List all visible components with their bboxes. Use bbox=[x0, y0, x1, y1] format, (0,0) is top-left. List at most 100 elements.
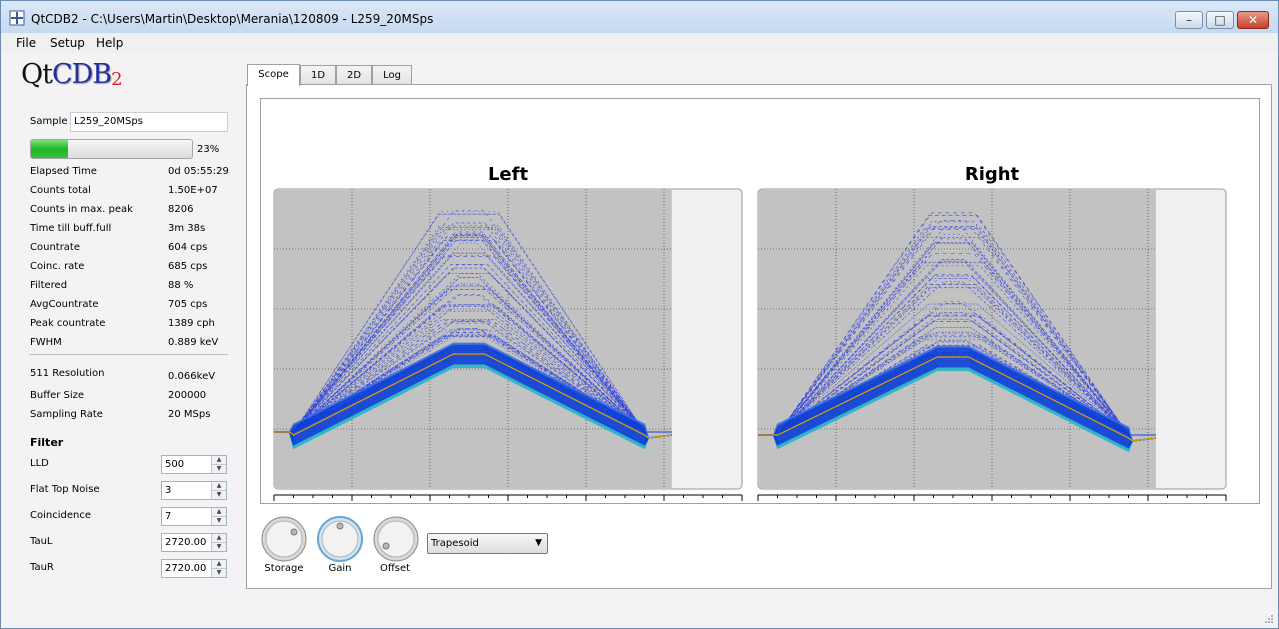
waveform-main-trace bbox=[758, 356, 1156, 442]
stat-value: 705 cps bbox=[168, 299, 208, 310]
spin-up-icon[interactable]: ▲ bbox=[212, 508, 226, 517]
setting-value: 20 MSps bbox=[168, 409, 211, 420]
waveform-trace bbox=[274, 264, 672, 433]
progress-fill bbox=[31, 140, 69, 158]
tab-log[interactable]: Log bbox=[372, 65, 412, 85]
waveform-select-value: Trapesoid bbox=[431, 538, 479, 549]
title-bar[interactable]: QtCDB2 - C:\Users\Martin\Desktop\Merania… bbox=[1, 1, 1278, 34]
window-title: QtCDB2 - C:\Users\Martin\Desktop\Merania… bbox=[31, 12, 434, 26]
stat-value: 88 % bbox=[168, 280, 194, 291]
setting-label: 511 Resolution bbox=[30, 368, 105, 379]
taul-spinbox[interactable]: 2720.00 ▲ ▼ bbox=[161, 533, 227, 552]
spinbox-value: 7 bbox=[165, 511, 172, 522]
spin-down-icon[interactable]: ▼ bbox=[212, 569, 226, 577]
stat-value: 685 cps bbox=[168, 261, 208, 272]
setting-label: Buffer Size bbox=[30, 390, 85, 401]
waveform-trace bbox=[758, 327, 1156, 436]
waveform-trace bbox=[274, 273, 672, 433]
chart-title: Left bbox=[488, 164, 529, 185]
menu-file[interactable]: File bbox=[16, 36, 37, 50]
stat-label: AvgCountrate bbox=[30, 299, 99, 310]
gain-dial-label: Gain bbox=[328, 563, 352, 574]
stat-value: 604 cps bbox=[168, 242, 208, 253]
minimize-button[interactable]: – bbox=[1175, 11, 1203, 29]
waveform-trace bbox=[758, 345, 1156, 442]
tab-2d[interactable]: 2D bbox=[336, 65, 372, 85]
stat-label: Elapsed Time bbox=[30, 166, 97, 177]
storage-dial[interactable] bbox=[260, 515, 308, 563]
waveform-trace bbox=[758, 334, 1156, 436]
spin-down-icon[interactable]: ▼ bbox=[212, 465, 226, 473]
maximize-icon: □ bbox=[1214, 13, 1226, 27]
waveform-trace bbox=[758, 321, 1156, 436]
resize-grip-icon[interactable] bbox=[1264, 614, 1274, 624]
stat-value: 1.50E+07 bbox=[168, 185, 218, 196]
offset-dial[interactable] bbox=[372, 515, 420, 563]
spin-down-icon[interactable]: ▼ bbox=[212, 491, 226, 499]
menu-bar: File Setup Help bbox=[1, 33, 1278, 53]
acquisition-progress-bar bbox=[30, 139, 193, 159]
flat-top-noise-spinbox[interactable]: 3 ▲ ▼ bbox=[161, 481, 227, 500]
waveform-trace bbox=[274, 342, 672, 439]
coincidence-spinbox[interactable]: 7 ▲ ▼ bbox=[161, 507, 227, 526]
stat-label: Countrate bbox=[30, 242, 81, 253]
plot-right: Right024681012Time [uS] bbox=[757, 164, 1227, 501]
stat-label: Counts total bbox=[30, 185, 91, 196]
spin-down-icon[interactable]: ▼ bbox=[212, 543, 226, 551]
app-icon bbox=[9, 10, 25, 26]
filter-label: LLD bbox=[30, 458, 49, 469]
menu-setup[interactable]: Setup bbox=[50, 36, 85, 50]
sample-label: Sample bbox=[30, 116, 68, 127]
sample-input[interactable]: L259_20MSps bbox=[70, 112, 228, 132]
spin-up-icon[interactable]: ▲ bbox=[212, 560, 226, 569]
stat-label: Coinc. rate bbox=[30, 261, 85, 272]
stat-label: Filtered bbox=[30, 280, 68, 291]
setting-value: 200000 bbox=[168, 390, 207, 401]
waveform-select[interactable]: Trapesoid ▼ bbox=[427, 533, 548, 554]
spin-up-icon[interactable]: ▲ bbox=[212, 456, 226, 465]
progress-percent: 23% bbox=[197, 144, 220, 155]
spin-up-icon[interactable]: ▲ bbox=[212, 534, 226, 543]
waveform-trace bbox=[274, 329, 672, 433]
menu-help[interactable]: Help bbox=[96, 36, 124, 50]
waveform-trace bbox=[274, 323, 672, 433]
taur-spinbox[interactable]: 2720.00 ▲ ▼ bbox=[161, 559, 227, 578]
waveform-main-trace bbox=[274, 353, 672, 439]
stat-label: Time till buff.full bbox=[30, 223, 112, 234]
stat-value: 8206 bbox=[168, 204, 194, 215]
stat-value: 3m 38s bbox=[168, 223, 206, 234]
offset-dial-label: Offset bbox=[379, 563, 411, 574]
lld-spinbox[interactable]: 500 ▲ ▼ bbox=[161, 455, 227, 474]
waveform-trace bbox=[274, 306, 672, 433]
data-region bbox=[275, 190, 672, 488]
stat-value: 0d 05:55:29 bbox=[168, 166, 229, 177]
filter-label: TauL bbox=[30, 536, 53, 547]
close-icon: ✕ bbox=[1247, 13, 1259, 27]
close-button[interactable]: ✕ bbox=[1237, 11, 1269, 29]
tab-scope[interactable]: Scope bbox=[247, 64, 300, 86]
spin-up-icon[interactable]: ▲ bbox=[212, 482, 226, 491]
chart-title: Right bbox=[965, 164, 1020, 185]
filter-heading: Filter bbox=[30, 436, 64, 449]
setting-value: 0.066keV bbox=[168, 371, 216, 382]
data-region bbox=[759, 190, 1156, 488]
filter-label: Flat Top Noise bbox=[30, 484, 100, 495]
spinbox-value: 500 bbox=[165, 459, 185, 470]
waveform-trace bbox=[758, 339, 1156, 436]
spinbox-value: 2720.00 bbox=[165, 563, 207, 574]
gain-dial[interactable] bbox=[316, 515, 364, 563]
spinbox-value: 3 bbox=[165, 485, 172, 496]
filter-label: TauR bbox=[30, 562, 54, 573]
scope-plots: Left024681012Time [uS]Right024681012Time… bbox=[273, 164, 1227, 501]
tab-1d[interactable]: 1D bbox=[300, 65, 336, 85]
minimize-icon: – bbox=[1186, 13, 1192, 27]
stat-label: Peak countrate bbox=[30, 318, 106, 329]
app-logo: QtCDB2 bbox=[21, 59, 123, 90]
waveform-trace bbox=[758, 238, 1156, 436]
setting-label: Sampling Rate bbox=[30, 409, 103, 420]
maximize-button[interactable]: □ bbox=[1206, 11, 1234, 29]
spin-down-icon[interactable]: ▼ bbox=[212, 517, 226, 525]
client-area: QtCDB2 Sample L259_20MSps 23% Elapsed Ti… bbox=[1, 53, 1278, 628]
divider bbox=[29, 354, 228, 355]
